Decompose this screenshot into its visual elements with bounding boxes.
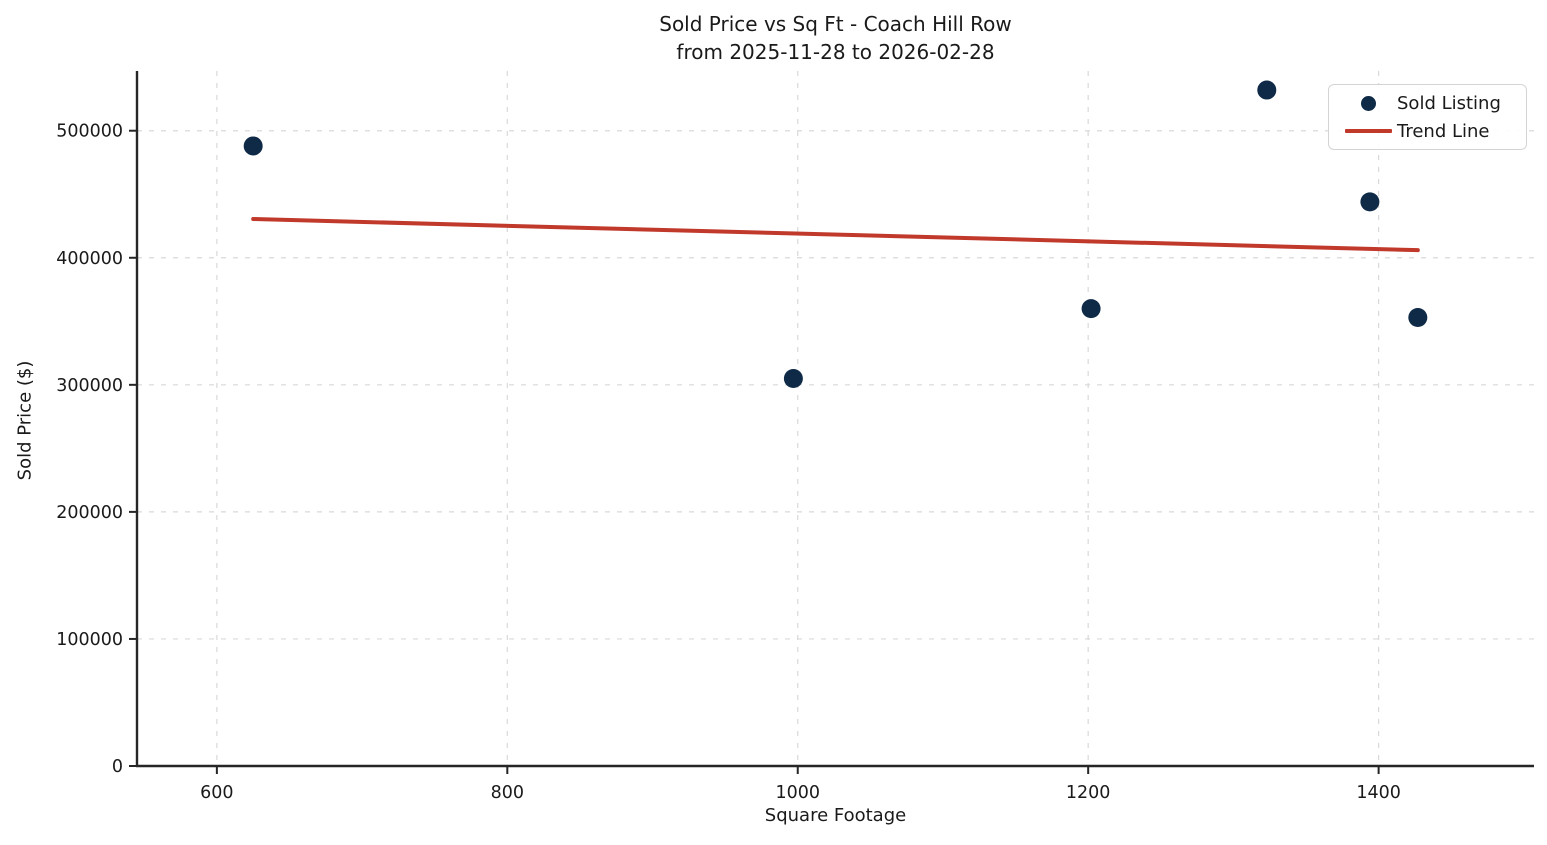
chart-title: Sold Price vs Sq Ft - Coach Hill Row fro…	[137, 10, 1534, 66]
x-axis-label: Square Footage	[764, 805, 907, 826]
chart-title-line-2: from 2025-11-28 to 2026-02-28	[676, 40, 995, 64]
y-tick-label: 0	[112, 757, 123, 777]
scatter-marker-icon	[1360, 95, 1376, 111]
legend-label-trend-line: Trend Line	[1397, 120, 1490, 142]
y-tick-label: 400000	[56, 249, 123, 269]
chart-title-line-1: Sold Price vs Sq Ft - Coach Hill Row	[659, 12, 1012, 36]
legend: Sold Listing Trend Line	[1328, 84, 1527, 150]
scatter-point	[243, 136, 263, 156]
scatter-point	[783, 368, 803, 388]
x-tick-label: 1400	[1356, 783, 1401, 803]
x-tick-label: 600	[200, 783, 233, 803]
legend-item-trend-line: Trend Line	[1339, 121, 1516, 142]
line-marker-icon	[1344, 129, 1392, 133]
x-tick-label: 800	[491, 783, 524, 803]
trend-line	[251, 217, 1420, 253]
legend-item-sold-listing: Sold Listing	[1339, 93, 1516, 114]
y-tick-label: 500000	[56, 122, 123, 142]
legend-marker-cell	[1339, 129, 1397, 133]
y-axis-label: Sold Price ($)	[14, 360, 36, 481]
y-tick-label: 100000	[56, 630, 123, 650]
scatter-point	[1408, 307, 1428, 327]
scatter-point	[1360, 192, 1380, 212]
legend-label-sold-listing: Sold Listing	[1397, 92, 1501, 114]
y-tick-label: 200000	[56, 503, 123, 523]
y-tick-label: 300000	[56, 376, 123, 396]
x-tick-label: 1000	[775, 783, 820, 803]
legend-marker-cell	[1339, 95, 1397, 111]
scatter-point	[1257, 80, 1277, 100]
scatter-point	[1081, 299, 1101, 319]
x-tick-label: 1200	[1066, 783, 1111, 803]
